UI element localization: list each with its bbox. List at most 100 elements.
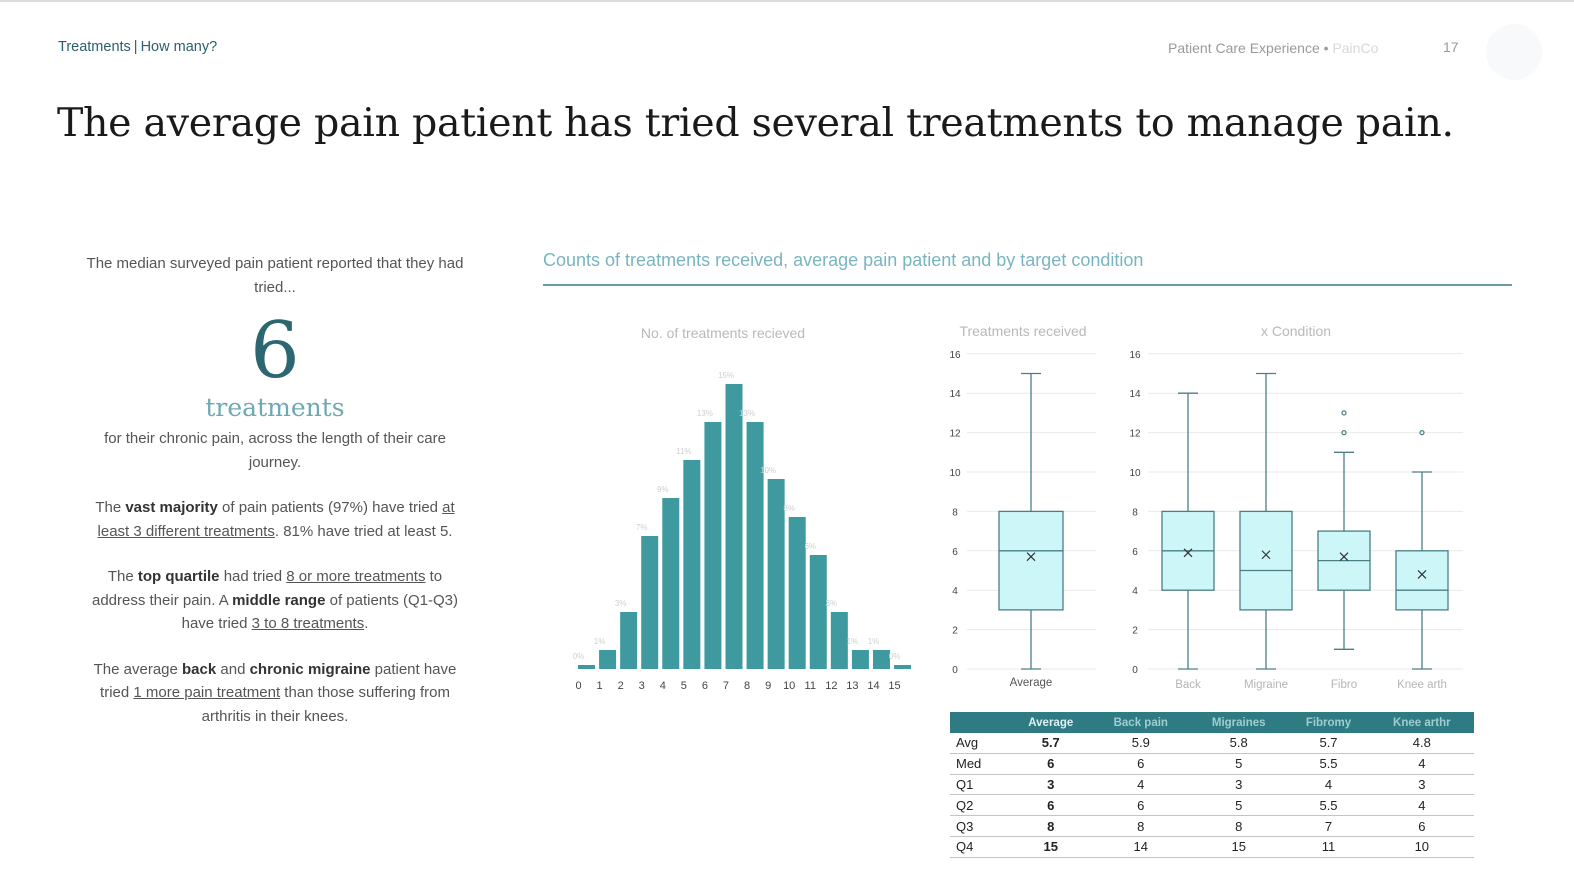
histogram-data-label: 1% — [847, 637, 859, 646]
boxplot-y-tick: 2 — [952, 626, 958, 637]
stats-cell: 3 — [1190, 774, 1288, 796]
boxplot-condition-title: x Condition — [1261, 323, 1331, 339]
stats-cell: 15 — [1010, 836, 1092, 858]
histogram-data-label: 8% — [783, 504, 795, 513]
histogram-bar — [578, 665, 595, 669]
stats-cell: 11 — [1287, 836, 1370, 858]
stats-table: Average Back pain Migraines Fibromy Knee art… — [950, 712, 1474, 858]
median-number: 6 — [250, 306, 300, 396]
summary-intro: The median surveyed pain patient reporte… — [86, 255, 464, 296]
stats-header-cell: Fibromy — [1287, 712, 1370, 733]
median-caption: for their chronic pain, across the lengt… — [104, 430, 446, 471]
breadcrumb-section[interactable]: Treatments — [58, 39, 131, 55]
histogram-bar — [788, 517, 806, 669]
boxplot-x-label: Average — [1010, 677, 1053, 689]
histogram-data-label: 11% — [676, 447, 691, 456]
histogram-data-label: 1% — [868, 637, 880, 646]
stats-row: Med 6 6 5 5.5 4 — [950, 753, 1474, 775]
stats-cell: 5 — [1190, 753, 1288, 775]
stats-cell: 4 — [1287, 774, 1370, 796]
histogram-bar — [725, 384, 743, 669]
histogram-data-label: 13% — [739, 409, 755, 418]
boxplot-y-tick: 16 — [949, 350, 961, 361]
stats-cell: 8 — [1010, 815, 1092, 837]
stats-row: Q1 3 4 3 4 3 — [950, 774, 1474, 796]
stats-cell: 5.7 — [1287, 733, 1370, 754]
stats-cell: 15 — [1190, 836, 1288, 858]
histogram-bar — [809, 555, 827, 669]
histogram-data-label: 6% — [804, 542, 816, 551]
stats-cell: 5.5 — [1287, 794, 1370, 817]
stats-cell: 3 — [1010, 774, 1092, 796]
stats-header-cell: Average — [1010, 712, 1092, 733]
stats-cell: 7 — [1287, 815, 1370, 837]
boxplot-mean-marker — [1261, 550, 1271, 560]
boxplot-y-tick: 14 — [949, 389, 961, 400]
page-number: 17 — [1443, 39, 1459, 55]
boxplot-mean-marker — [1026, 552, 1036, 562]
histogram-bar — [830, 612, 848, 669]
stats-cell: 4 — [1091, 774, 1191, 796]
boxplot-box — [1395, 550, 1449, 611]
histogram-data-label: 1% — [594, 637, 606, 646]
histogram-x-tick: 11 — [805, 680, 816, 692]
stats-cell: 10 — [1369, 836, 1474, 858]
histogram-data-label: 15% — [718, 371, 734, 380]
histogram-x-tick: 7 — [723, 680, 729, 692]
deck-title: Patient Care Experience • PainCo — [1168, 40, 1378, 56]
deck-brand: PainCo — [1332, 40, 1379, 56]
stats-row-label: Q4 — [950, 836, 1010, 858]
stats-row-label: Q2 — [950, 794, 1010, 817]
boxplot-outlier — [1341, 430, 1347, 436]
boxplot-y-tick: 12 — [949, 429, 961, 440]
stats-row-label: Med — [950, 753, 1010, 775]
stats-header-cell: Back pain — [1091, 712, 1191, 733]
histogram-data-label: 13% — [697, 409, 713, 418]
stats-row: Q3 8 8 8 7 6 — [950, 815, 1474, 837]
boxplot-y-tick: 12 — [1129, 429, 1141, 440]
histogram-title: No. of treatments recieved — [641, 325, 805, 341]
histogram-bar — [851, 650, 869, 669]
boxplot-outlier — [1419, 430, 1425, 436]
histogram-bar — [620, 612, 638, 669]
boxplot-average-title: Treatments received — [959, 323, 1086, 339]
histogram-data-label: 3% — [615, 599, 627, 608]
boxplot-box — [998, 510, 1064, 611]
stats-row: Q4 15 14 15 11 10 — [950, 836, 1474, 858]
stats-cell: 5.7 — [1010, 733, 1092, 754]
insight-conditions: The average back and chronic migraine pa… — [93, 660, 457, 725]
histogram-data-label: 7% — [636, 523, 648, 532]
histogram-x-tick: 4 — [660, 680, 666, 692]
stats-cell: 4 — [1369, 794, 1474, 817]
insight-majority: The vast majority of pain patients (97%)… — [95, 499, 455, 540]
histogram-data-label: 3% — [826, 599, 838, 608]
boxplot-y-tick: 0 — [952, 665, 958, 676]
histogram-data-label: 0% — [889, 652, 901, 661]
boxplot-y-tick: 8 — [1132, 507, 1138, 518]
histogram-data-label: 0% — [573, 652, 585, 661]
insight-quartile: The top quartile had tried 8 or more tre… — [91, 568, 458, 632]
stats-cell: 4.8 — [1369, 733, 1474, 754]
stats-header-blank — [950, 712, 1010, 733]
histogram-x-tick: 15 — [888, 680, 900, 692]
boxplot-box — [1239, 510, 1293, 611]
histogram-x-tick: 8 — [744, 680, 750, 692]
stats-cell: 4 — [1369, 753, 1474, 775]
histogram-bar — [872, 650, 890, 669]
slide-title: The average pain patient has tried sever… — [57, 100, 1454, 146]
stats-cell: 6 — [1369, 815, 1474, 837]
histogram-data-label: 10% — [760, 466, 776, 475]
boxplot-x-label: Back — [1175, 679, 1201, 691]
stats-cell: 5.9 — [1091, 733, 1191, 754]
stats-cell: 6 — [1010, 753, 1092, 775]
boxplot-outlier — [1341, 410, 1347, 416]
histogram-x-tick: 14 — [867, 680, 879, 692]
breadcrumb-page[interactable]: How many? — [140, 39, 218, 55]
boxplot-y-tick: 4 — [952, 586, 958, 597]
histogram-bar — [599, 650, 617, 669]
boxplot-x-label: Knee arth — [1397, 679, 1447, 691]
boxplot-y-tick: 16 — [1129, 350, 1141, 361]
top-border — [0, 0, 1574, 2]
histogram-x-tick: 10 — [783, 680, 795, 692]
